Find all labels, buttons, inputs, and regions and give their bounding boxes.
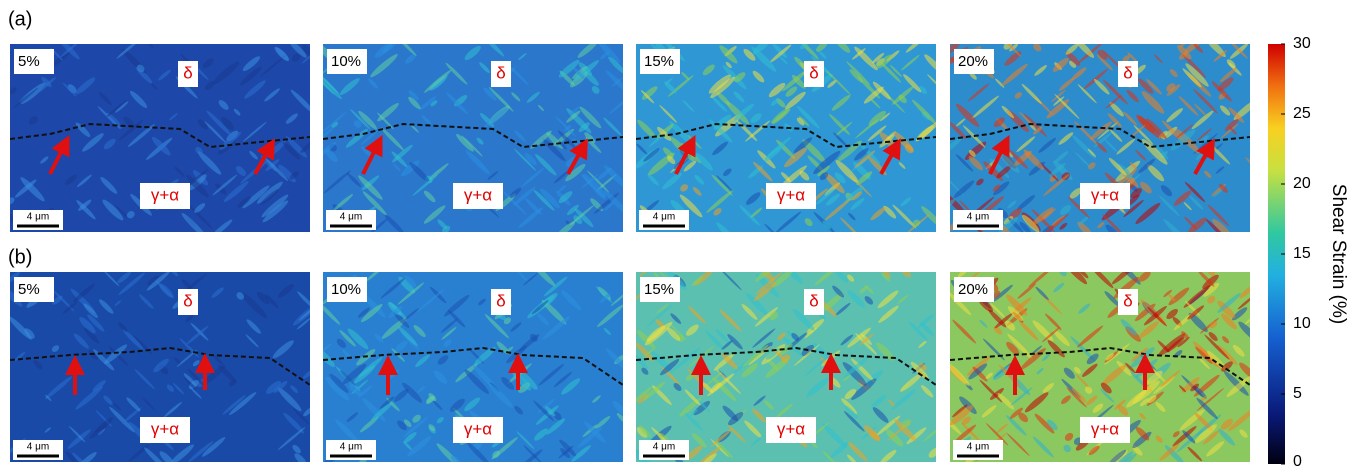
row-label: (a) <box>8 8 32 30</box>
strain-label: 10% <box>331 281 361 298</box>
colorbar-tick-label: 10 <box>1293 315 1311 332</box>
phase-top: δ <box>183 63 192 82</box>
strain-label: 15% <box>644 53 674 70</box>
scale-label: 4 μm <box>340 442 362 453</box>
phase-bottom: γ+α <box>151 185 179 204</box>
phase-top: δ <box>809 63 818 82</box>
phase-top: δ <box>1123 291 1132 310</box>
phase-bottom: γ+α <box>777 419 805 438</box>
strain-label: 20% <box>958 281 988 298</box>
scale-label: 4 μm <box>653 212 675 223</box>
colorbar-label: Shear Strain (%) <box>1328 184 1349 324</box>
scale-label: 4 μm <box>340 212 362 223</box>
scale-label: 4 μm <box>967 442 989 453</box>
strain-label: 5% <box>18 53 40 70</box>
strain-label: 5% <box>18 281 40 298</box>
phase-bottom: γ+α <box>464 419 492 438</box>
phase-bottom: γ+α <box>464 185 492 204</box>
phase-top: δ <box>1123 63 1132 82</box>
phase-bottom: γ+α <box>777 185 805 204</box>
phase-top: δ <box>183 291 192 310</box>
colorbar-tick-label: 30 <box>1293 35 1311 52</box>
scale-label: 4 μm <box>27 212 49 223</box>
strain-label: 10% <box>331 53 361 70</box>
phase-top: δ <box>809 291 818 310</box>
colorbar-tick-label: 15 <box>1293 245 1311 262</box>
phase-top: δ <box>496 63 505 82</box>
colorbar-tick-label: 5 <box>1293 385 1302 402</box>
strain-label: 15% <box>644 281 674 298</box>
scale-label: 4 μm <box>27 442 49 453</box>
scale-label: 4 μm <box>653 442 675 453</box>
phase-bottom: γ+α <box>1091 185 1119 204</box>
phase-bottom: γ+α <box>151 419 179 438</box>
phase-top: δ <box>496 291 505 310</box>
phase-bottom: γ+α <box>1091 419 1119 438</box>
colorbar-tick-label: 0 <box>1293 453 1302 470</box>
figure: (a) 5% δ γ+α 4 μm 10% δ γ+α 4 μm 15% δ γ+α 4 μm 20% δ γ… <box>0 0 1360 472</box>
scale-label: 4 μm <box>967 212 989 223</box>
colorbar-tick-label: 20 <box>1293 175 1311 192</box>
colorbar-tick-label: 25 <box>1293 105 1311 122</box>
row-label: (b) <box>8 246 32 268</box>
strain-label: 20% <box>958 53 988 70</box>
